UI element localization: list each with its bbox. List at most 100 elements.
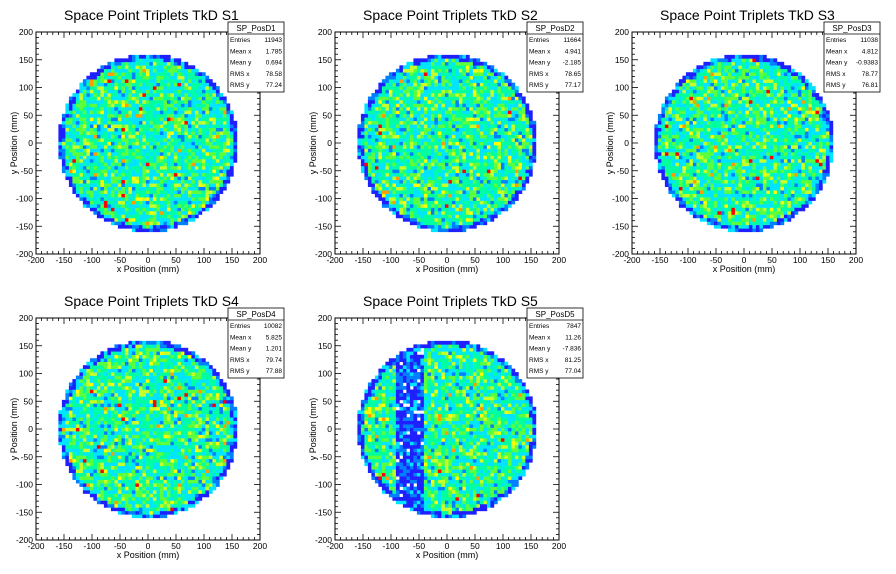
histogram-bin [678, 204, 683, 208]
histogram-bin [100, 193, 105, 198]
histogram-bin [152, 58, 157, 63]
histogram-bin [402, 217, 407, 222]
histogram-bin [455, 134, 460, 139]
histogram-bin [58, 127, 63, 132]
histogram-bin [68, 169, 73, 174]
histogram-bin [455, 200, 460, 205]
histogram-bin [420, 210, 425, 215]
histogram-bin [675, 190, 680, 194]
histogram-bin [416, 190, 421, 194]
histogram-bin [476, 210, 481, 215]
histogram-bin [152, 86, 157, 90]
histogram-bin [476, 148, 481, 153]
histogram-bin [507, 86, 512, 90]
histogram-bin [416, 176, 421, 181]
histogram-bin [198, 134, 203, 139]
histogram-bin [72, 176, 77, 181]
histogram-bin [441, 176, 446, 181]
histogram-bin [142, 61, 147, 66]
histogram-bin [75, 193, 80, 198]
histogram-bin [493, 200, 498, 205]
histogram-bin [486, 176, 491, 181]
histogram-bin [511, 148, 516, 153]
histogram-bin [194, 106, 199, 111]
histogram-bin [121, 210, 126, 215]
histogram-bin [131, 124, 136, 129]
histogram-bin [65, 117, 70, 122]
histogram-bin [521, 162, 526, 167]
histogram-bin [367, 99, 372, 104]
histogram-bin [497, 162, 502, 167]
histogram-bin [392, 165, 397, 170]
histogram-bin [173, 155, 178, 160]
histogram-bin [385, 124, 390, 129]
histogram-bin [511, 131, 516, 135]
histogram-bin [388, 197, 393, 201]
histogram-bin [490, 179, 495, 184]
histogram-bin [448, 204, 453, 208]
histogram-bin [437, 113, 442, 118]
histogram-bin [103, 96, 108, 101]
histogram-bin [145, 179, 150, 184]
histogram-bin [532, 124, 537, 129]
histogram-bin [685, 165, 690, 170]
histogram-bin [532, 131, 537, 135]
histogram-bin [423, 75, 428, 80]
histogram-bin [479, 207, 484, 212]
histogram-bin [416, 131, 421, 135]
histogram-bin [117, 155, 122, 160]
histogram-bin [367, 169, 372, 174]
histogram-bin [184, 99, 189, 104]
histogram-bin [180, 162, 185, 167]
histogram-bin [451, 138, 456, 142]
histogram-bin [86, 96, 91, 101]
histogram-bin [406, 152, 411, 156]
histogram-bin [222, 134, 227, 139]
histogram-bin [472, 152, 477, 156]
histogram-bin [145, 190, 150, 194]
histogram-bin [465, 82, 470, 87]
histogram-bin [124, 134, 129, 139]
histogram-bin [528, 120, 533, 125]
histogram-bin [117, 93, 122, 97]
histogram-bin [381, 103, 386, 108]
histogram-bin [100, 79, 105, 83]
histogram-bin [699, 165, 704, 170]
histogram-bin [678, 152, 683, 156]
histogram-bin [420, 72, 425, 77]
histogram-bin [166, 79, 171, 83]
histogram-bin [678, 165, 683, 170]
histogram-bin [472, 148, 477, 153]
histogram-bin [191, 72, 196, 77]
histogram-bin [374, 179, 379, 184]
histogram-bin [103, 120, 108, 125]
histogram-bin [448, 152, 453, 156]
histogram-bin [367, 110, 372, 115]
histogram-bin [219, 113, 224, 118]
histogram-bin [472, 162, 477, 167]
histogram-bin [472, 58, 477, 63]
histogram-bin [689, 145, 694, 149]
histogram-bin [89, 165, 94, 170]
histogram-bin [89, 197, 94, 201]
histogram-bin [504, 148, 509, 153]
histogram-bin [430, 54, 435, 59]
histogram-bin [187, 110, 192, 115]
histogram-bin [678, 176, 683, 181]
histogram-bin [483, 61, 488, 66]
histogram-bin [406, 176, 411, 181]
histogram-bin [86, 120, 91, 125]
histogram-bin [138, 214, 143, 219]
histogram-bin [455, 131, 460, 135]
histogram-bin [532, 138, 537, 142]
histogram-bin [128, 82, 133, 87]
histogram-bin [458, 79, 463, 83]
histogram-bin [699, 148, 704, 153]
histogram-bin [173, 141, 178, 146]
histogram-bin [483, 134, 488, 139]
histogram-bin [507, 172, 512, 177]
histogram-bin [444, 169, 449, 174]
histogram-bin [180, 214, 185, 219]
histogram-bin [420, 221, 425, 226]
histogram-bin [521, 134, 526, 139]
